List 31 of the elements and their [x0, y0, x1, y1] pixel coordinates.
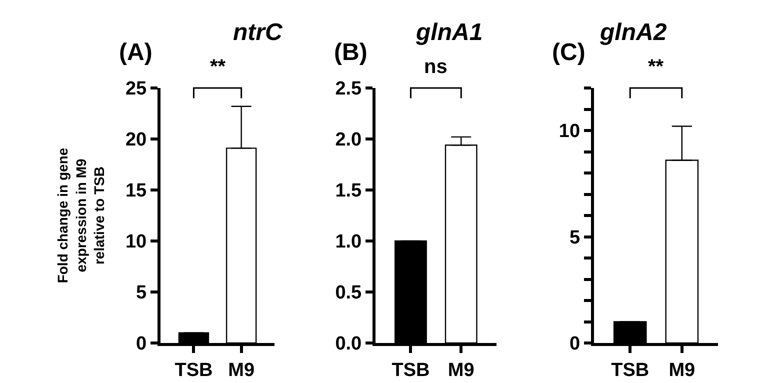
x-tick-label: M9: [668, 360, 696, 381]
text: ns: [424, 56, 448, 78]
y-tick-label: 0.5: [335, 282, 362, 304]
chart-title: ntrC: [233, 19, 283, 46]
y-tick-label: 1.0: [335, 232, 362, 253]
y-tick-label: 2.0: [335, 130, 362, 151]
y-tick-label: 5: [569, 227, 580, 248]
y-tick-label: 20: [125, 130, 147, 151]
y-tick-label: 0.0: [335, 334, 362, 355]
y-tick-label: 15: [125, 180, 148, 202]
x-tick-label: M9: [448, 360, 474, 381]
y-tick-label: 10: [125, 232, 147, 253]
x-tick-label: TSB: [174, 360, 213, 381]
y-tick-label: 25: [125, 78, 148, 100]
text: (B): [334, 39, 368, 66]
text: **: [210, 56, 226, 78]
chart-title: glnA2: [599, 19, 668, 46]
text: (C): [552, 39, 586, 66]
text: (A): [119, 39, 152, 66]
x-tick-label: TSB: [611, 360, 650, 381]
x-tick-label: TSB: [392, 360, 430, 381]
text: **: [648, 56, 664, 78]
x-tick-label: M9: [228, 360, 255, 381]
y-tick-label: 0: [569, 334, 580, 355]
y-tick-label: 1.5: [335, 180, 362, 202]
chart-title: glnA1: [415, 19, 483, 46]
y-tick-label: 10: [558, 121, 580, 142]
y-tick-label: 0: [136, 334, 147, 355]
y-tick-label: 2.5: [335, 78, 362, 100]
y-axis-title: Fold change in gene expression in M9 relative to TSB: [54, 148, 108, 284]
y-tick-label: 5: [136, 282, 148, 304]
